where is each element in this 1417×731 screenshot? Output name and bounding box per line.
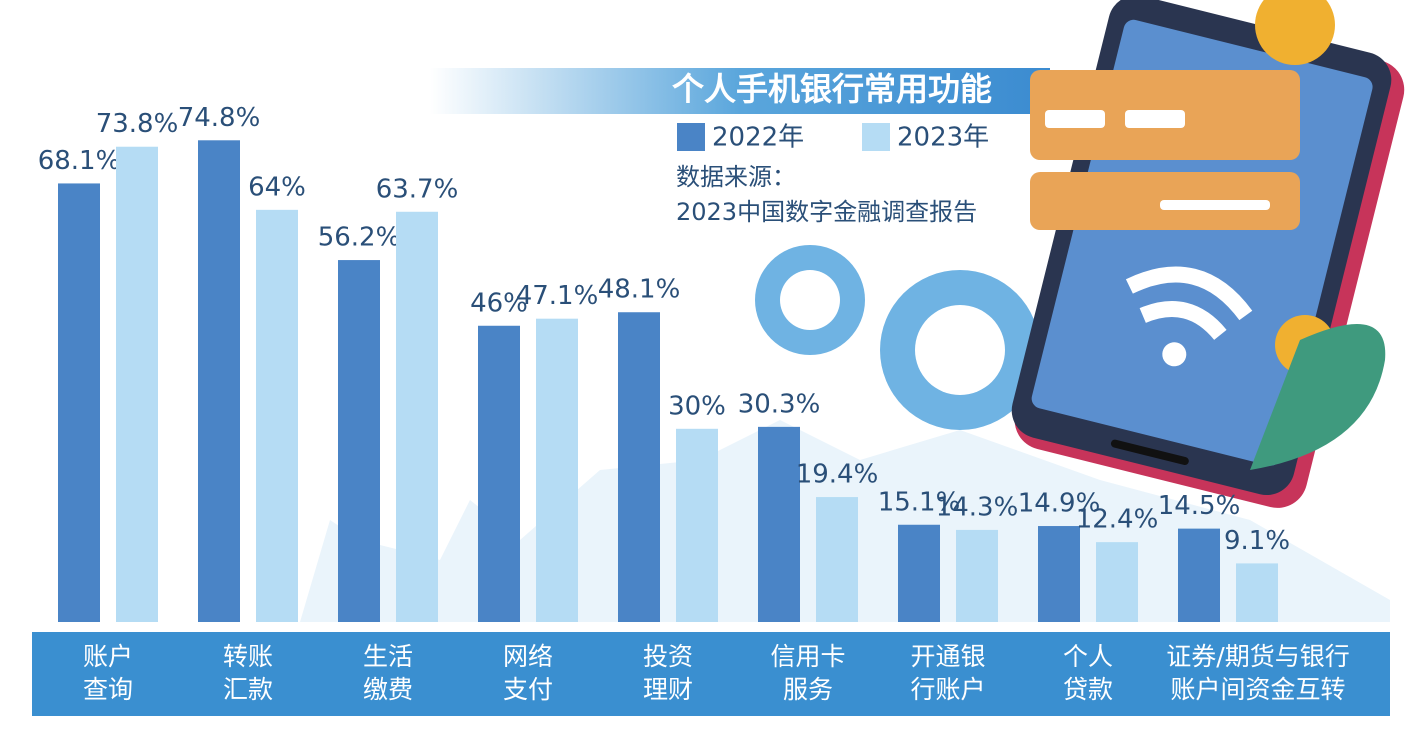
value-label: 48.1% [598, 275, 681, 305]
value-label: 73.8% [96, 109, 179, 139]
value-label: 47.1% [516, 281, 599, 311]
x-tick-label: 投资 [643, 642, 693, 671]
legend-label: 2022年 [712, 123, 804, 153]
value-label: 12.4% [1076, 505, 1159, 535]
bar [898, 524, 940, 622]
x-tick-label: 理财 [643, 675, 693, 704]
x-tick-label: 汇款 [223, 675, 273, 704]
bar [256, 209, 298, 622]
bar [758, 426, 800, 622]
x-tick-label: 信用卡 [770, 642, 845, 671]
x-tick-label: 开通银 [910, 642, 985, 671]
value-label: 30% [668, 391, 726, 421]
value-label: 15.1% [878, 487, 961, 517]
bar [956, 529, 998, 622]
x-tick-label: 缴费 [363, 675, 413, 704]
value-label: 19.4% [796, 460, 879, 490]
value-label: 46% [470, 288, 528, 318]
value-label: 74.8% [178, 103, 261, 133]
bar [676, 428, 718, 622]
legend-label: 2023年 [897, 123, 989, 153]
value-label: 14.5% [1158, 491, 1241, 521]
chart-title: 个人手机银行常用功能 [672, 70, 992, 108]
bar [338, 260, 380, 622]
bar [618, 312, 660, 622]
bar [1096, 542, 1138, 622]
value-label: 63.7% [376, 174, 459, 204]
source-label: 数据来源： [676, 163, 796, 191]
legend-swatch [862, 123, 890, 151]
x-tick-label: 转账 [223, 642, 273, 671]
x-tick-label: 证券/期货与银行 [1166, 642, 1349, 671]
bar [478, 325, 520, 622]
bar [816, 497, 858, 622]
x-tick-label: 行账户 [910, 675, 985, 704]
bar [1178, 528, 1220, 622]
value-label: 56.2% [318, 223, 401, 253]
x-tick-label: 账户间资金互转 [1170, 675, 1345, 704]
x-tick-label: 个人 [1063, 642, 1113, 671]
bar [1236, 563, 1278, 622]
decoration [32, 0, 1405, 716]
x-tick-label: 账户 [83, 642, 133, 671]
bar [536, 318, 578, 622]
bar [198, 140, 240, 622]
value-label: 68.1% [38, 146, 121, 176]
x-tick-label: 支付 [503, 675, 553, 704]
bar [116, 146, 158, 622]
source: 2023中国数字金融调查报告 [676, 198, 977, 226]
x-tick-label: 查询 [83, 675, 133, 704]
x-tick-label: 生活 [363, 642, 413, 671]
x-tick-label: 贷款 [1063, 675, 1113, 704]
value-label: 30.3% [738, 389, 821, 419]
bar [1038, 526, 1080, 622]
x-tick-label: 服务 [783, 675, 833, 704]
bar [58, 183, 100, 622]
value-label: 14.3% [936, 492, 1019, 522]
bar [396, 211, 438, 622]
legend-swatch [677, 123, 705, 151]
value-label: 9.1% [1224, 526, 1290, 556]
x-tick-label: 网络 [503, 642, 553, 671]
value-label: 14.9% [1018, 489, 1101, 519]
value-label: 64% [248, 172, 306, 202]
